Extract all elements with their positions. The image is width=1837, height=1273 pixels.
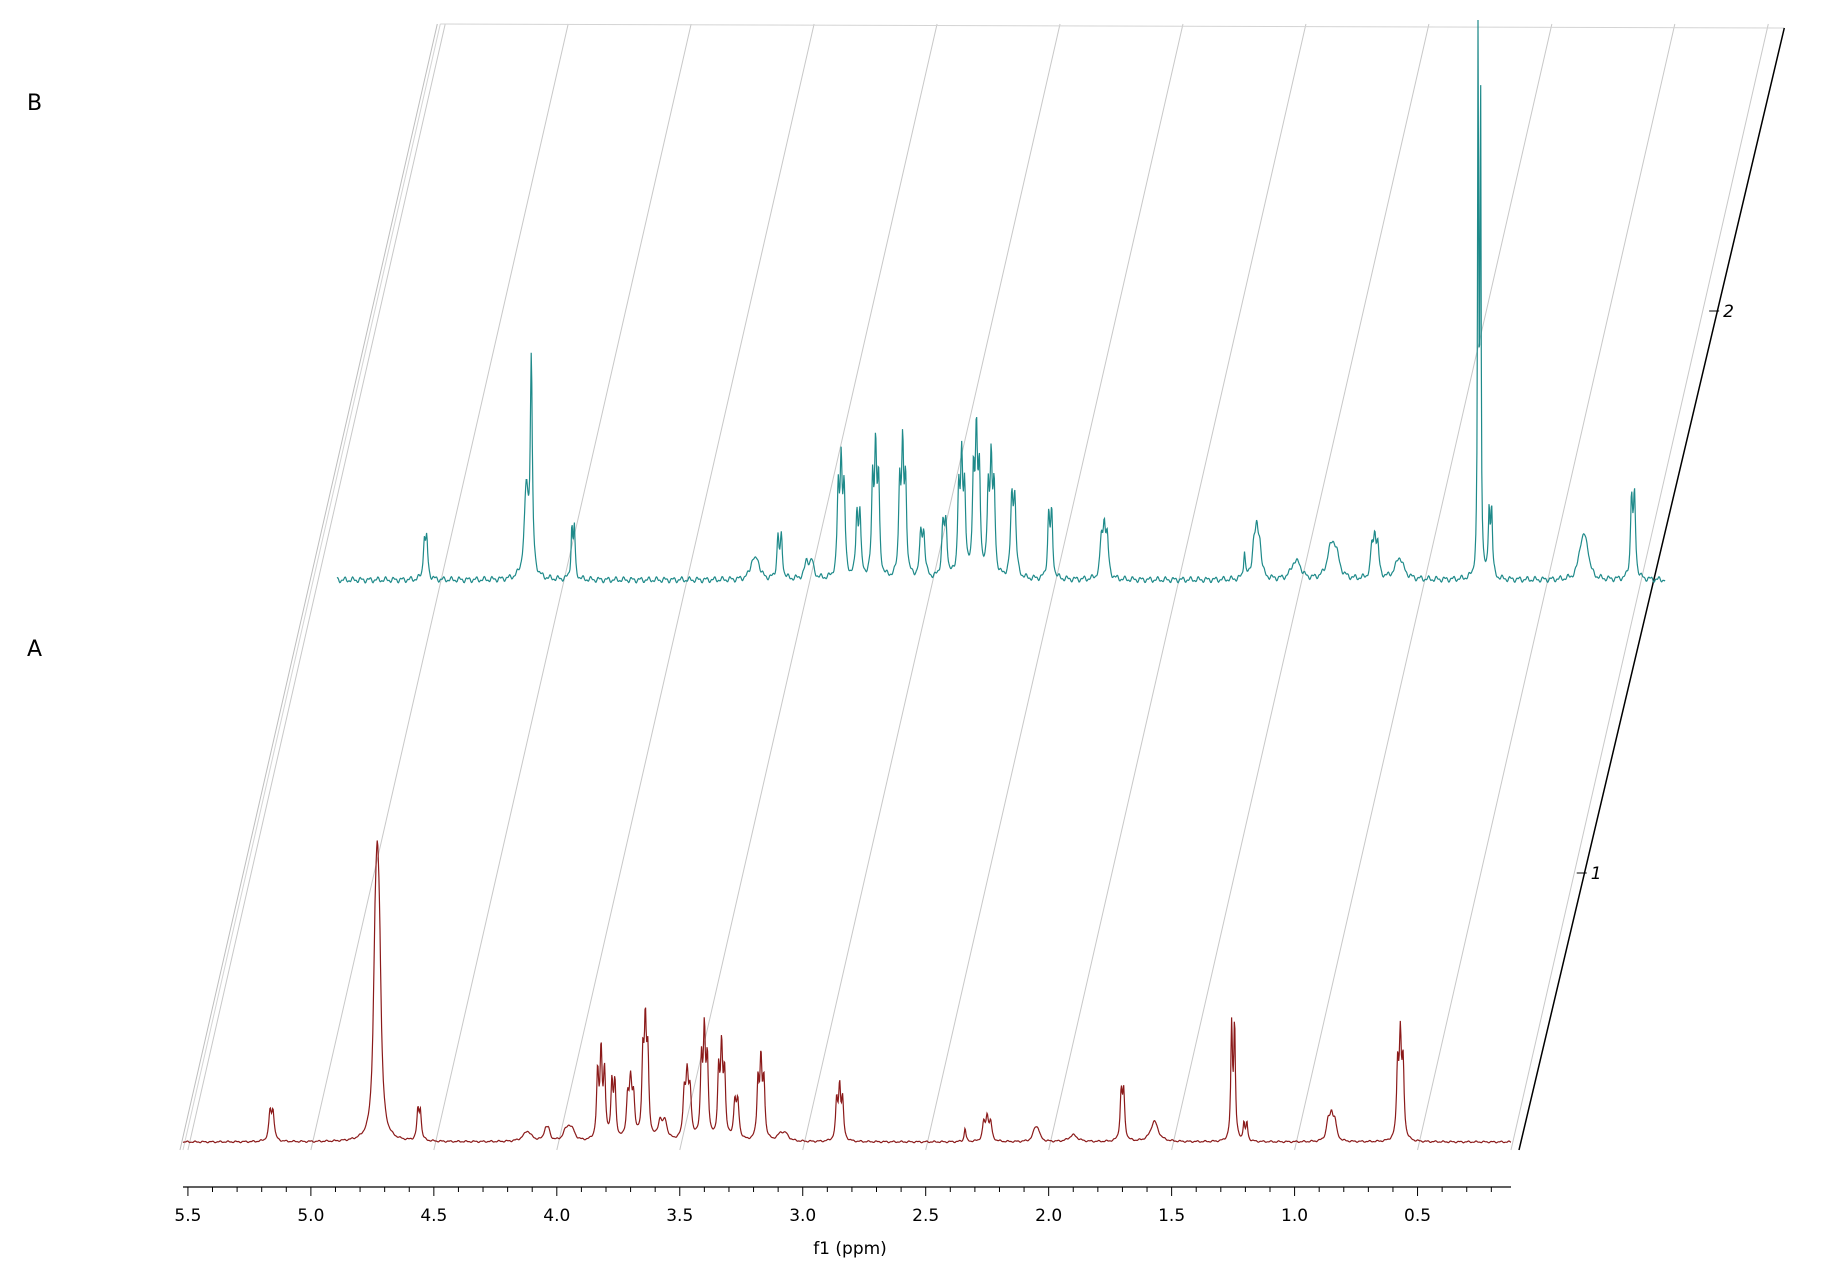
spectrum-traces bbox=[182, 19, 1666, 1144]
frame-top bbox=[440, 23, 1785, 29]
z-tick-label: 1 bbox=[1591, 864, 1602, 884]
grid-line bbox=[556, 23, 815, 1151]
x-tick-label: 5.0 bbox=[297, 1206, 324, 1226]
grid-line bbox=[1510, 23, 1769, 1151]
grid-line bbox=[187, 23, 446, 1151]
x-tick-label: 1.5 bbox=[1158, 1206, 1185, 1226]
x-tick-label: 4.0 bbox=[543, 1206, 570, 1226]
grid-line bbox=[310, 23, 569, 1151]
grid-line bbox=[1294, 23, 1553, 1151]
x-tick-label: 5.5 bbox=[174, 1206, 201, 1226]
grid-line bbox=[925, 23, 1184, 1151]
grid-line bbox=[433, 23, 692, 1151]
spectrum-a bbox=[182, 840, 1512, 1144]
x-axis-title: f1 (ppm) bbox=[813, 1239, 887, 1259]
plot-frame bbox=[179, 23, 1786, 1151]
grid-layer bbox=[187, 23, 1769, 1151]
grid-line bbox=[679, 23, 938, 1151]
trace-label-b: B bbox=[27, 91, 42, 116]
spectrum-a-group bbox=[182, 840, 1512, 1144]
frame-left-outer bbox=[179, 23, 438, 1151]
x-axis: 5.5 5.0 4.5 4.0 3.5 3.0 2.5 2.0 1.5 1.0 0.5 bbox=[174, 1186, 1511, 1226]
grid-line bbox=[802, 23, 1061, 1151]
grid-line bbox=[1048, 23, 1307, 1151]
x-tick-label: 3.0 bbox=[789, 1206, 816, 1226]
trace-label-a: A bbox=[27, 637, 42, 662]
x-tick-label: 3.5 bbox=[666, 1206, 693, 1226]
x-tick-label: 2.0 bbox=[1035, 1206, 1062, 1226]
frame-left-inner bbox=[182, 23, 441, 1151]
grid-line bbox=[1171, 23, 1430, 1151]
x-tick-label: 2.5 bbox=[912, 1206, 939, 1226]
z-tick-label: 2 bbox=[1723, 302, 1734, 322]
frame-right-edge bbox=[1518, 27, 1786, 1151]
x-tick-label: 4.5 bbox=[420, 1206, 447, 1226]
grid-line bbox=[1417, 23, 1676, 1151]
x-tick-label: 0.5 bbox=[1404, 1206, 1431, 1226]
spectrum-b-group bbox=[336, 19, 1666, 584]
spectrum-b bbox=[336, 19, 1666, 584]
z-axis: 12 bbox=[1576, 302, 1734, 884]
x-tick-label: 1.0 bbox=[1281, 1206, 1308, 1226]
